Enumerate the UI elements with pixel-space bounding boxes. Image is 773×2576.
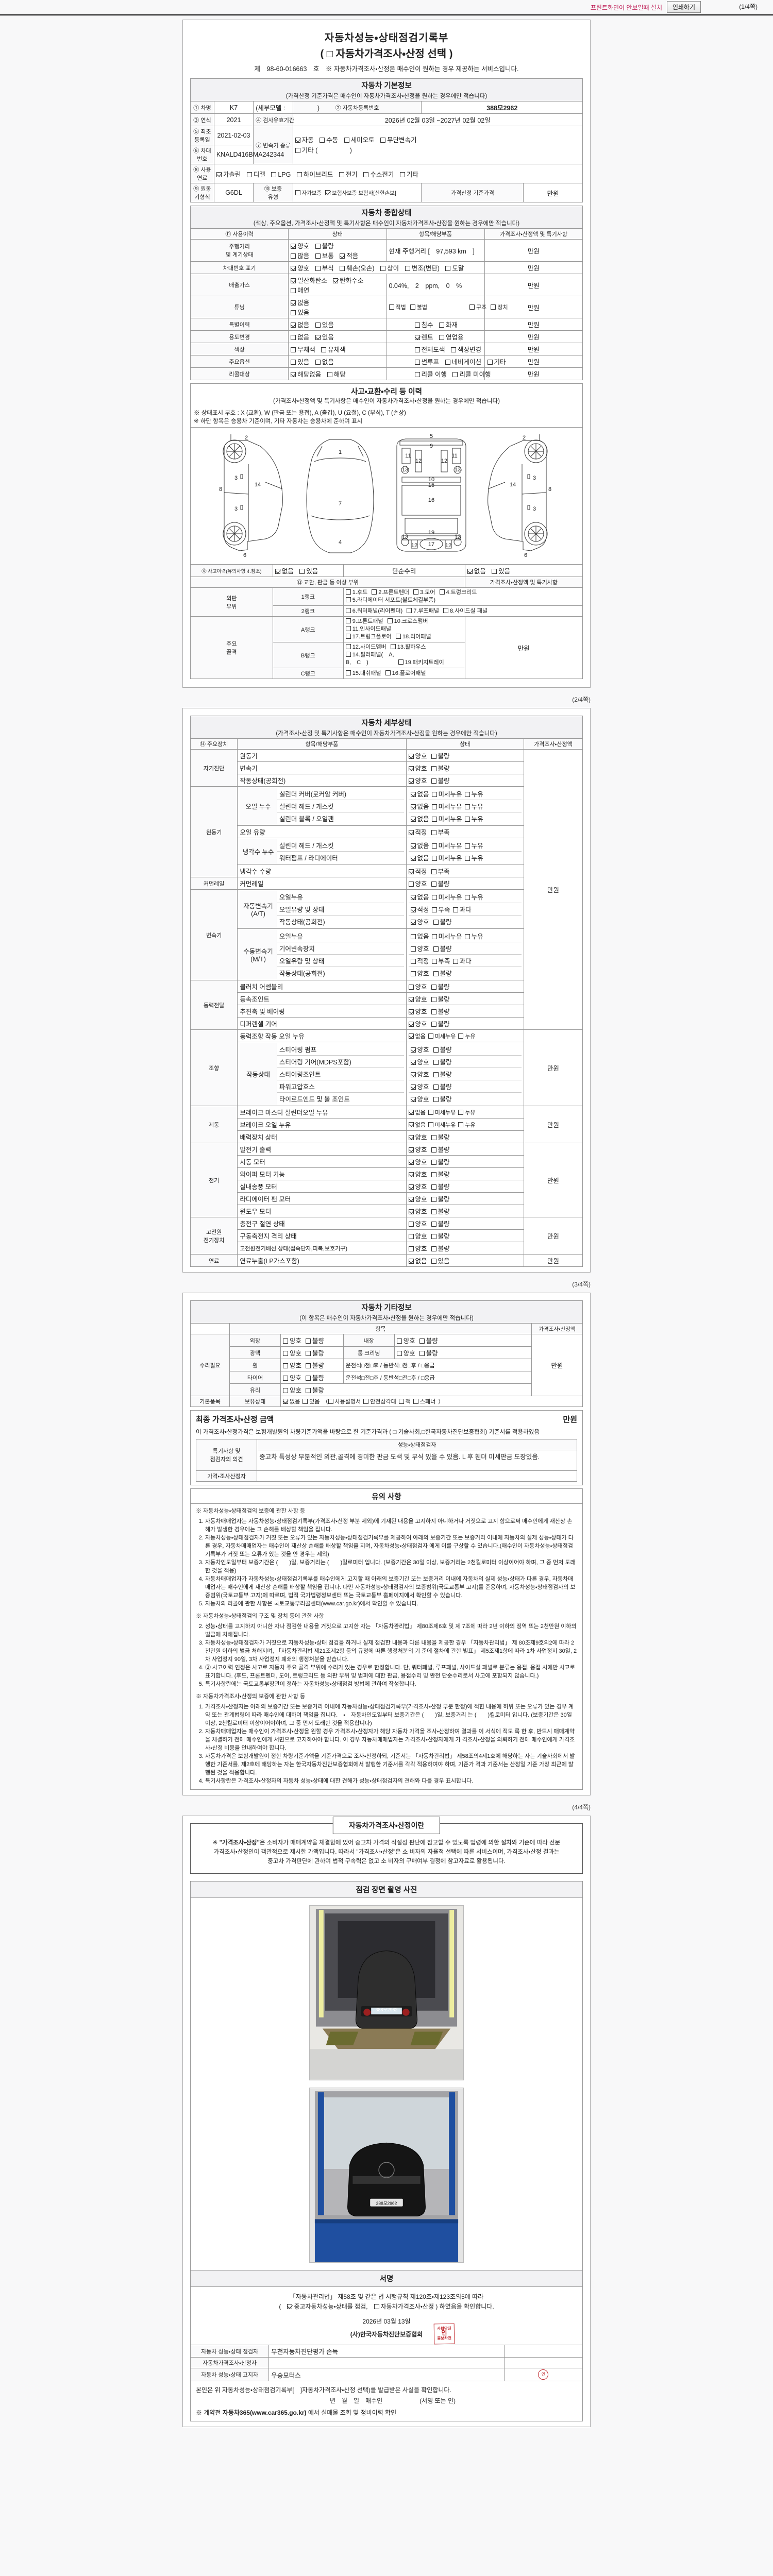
svg-text:13: 13 — [455, 534, 461, 540]
svg-text:3: 3 — [533, 475, 536, 481]
svg-text:13: 13 — [455, 467, 461, 473]
svg-text:11: 11 — [405, 453, 411, 459]
svg-text:15: 15 — [428, 482, 434, 488]
svg-text:3: 3 — [533, 506, 536, 512]
svg-text:6: 6 — [243, 552, 246, 558]
svg-text:1: 1 — [339, 449, 342, 455]
svg-text:12: 12 — [411, 543, 417, 549]
svg-text:7: 7 — [339, 501, 342, 507]
svg-text:3: 3 — [234, 475, 238, 481]
svg-text:14: 14 — [510, 482, 516, 488]
svg-text:3: 3 — [234, 506, 238, 512]
svg-text:17: 17 — [428, 541, 434, 548]
svg-text:8: 8 — [548, 486, 551, 493]
svg-text:8: 8 — [219, 486, 222, 493]
svg-text:388모2962: 388모2962 — [376, 2201, 397, 2206]
svg-text:2: 2 — [523, 435, 526, 441]
svg-text:12: 12 — [415, 458, 422, 464]
svg-text:14: 14 — [255, 482, 261, 488]
svg-text:6: 6 — [524, 552, 527, 558]
svg-text:2: 2 — [245, 435, 248, 441]
svg-text:9: 9 — [430, 443, 433, 449]
svg-text:11: 11 — [451, 453, 457, 459]
svg-text:16: 16 — [428, 497, 434, 503]
svg-text:5: 5 — [430, 433, 433, 439]
svg-text:19: 19 — [428, 530, 434, 536]
svg-text:12: 12 — [441, 458, 447, 464]
svg-text:13: 13 — [402, 467, 408, 473]
svg-text:12: 12 — [445, 543, 451, 549]
svg-text:4: 4 — [339, 539, 342, 546]
svg-text:388모2962: 388모2962 — [375, 2007, 397, 2012]
svg-text:13: 13 — [402, 534, 408, 540]
